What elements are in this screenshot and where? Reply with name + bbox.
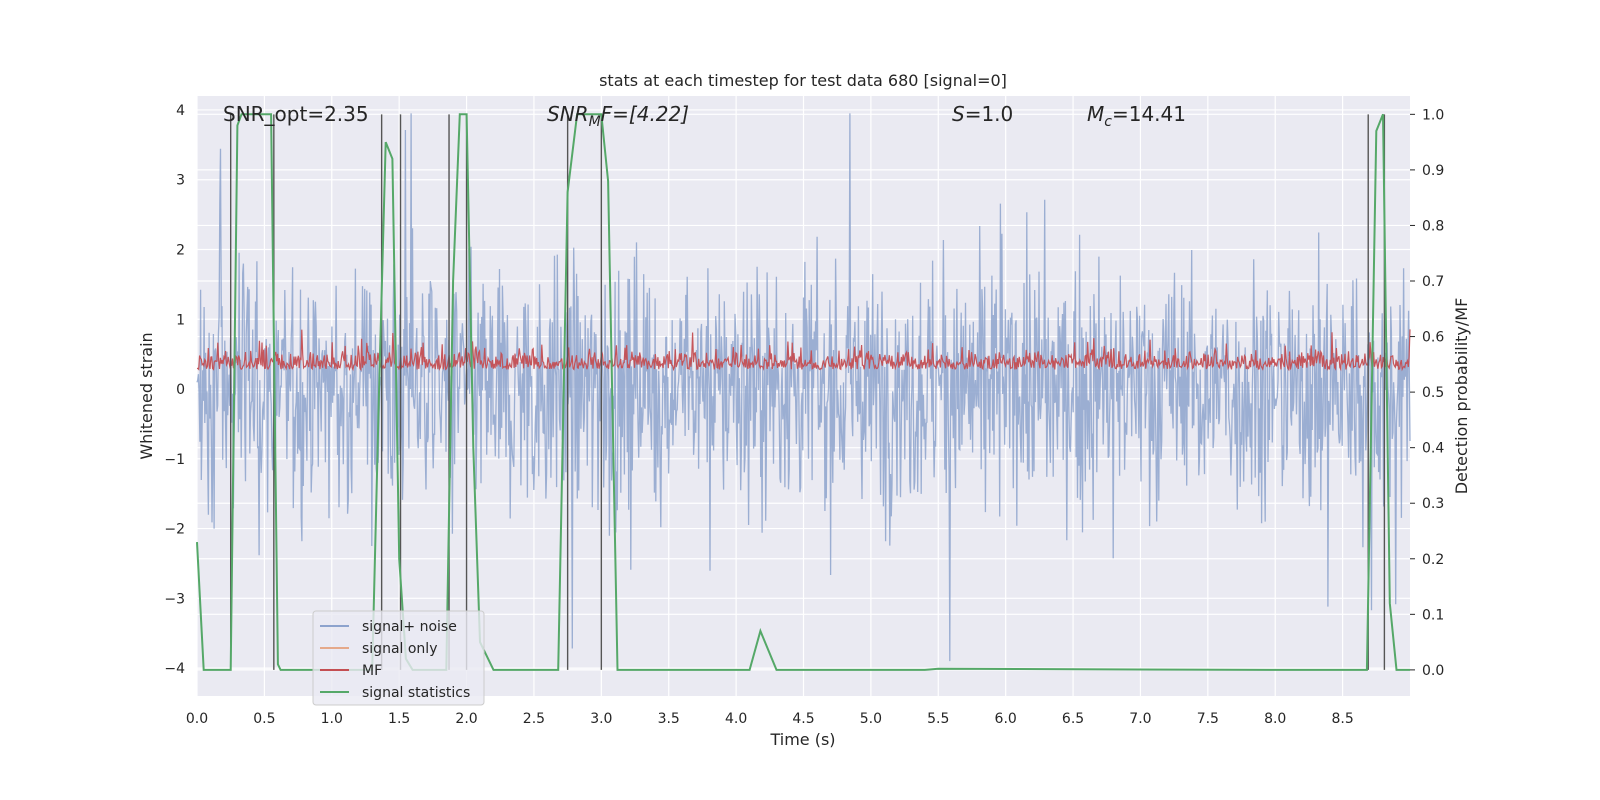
y2-axis-label: Detection probability/MF: [1452, 298, 1471, 495]
y2-tick-label: 0.1: [1422, 607, 1444, 623]
x-tick-label: 5.0: [860, 711, 882, 727]
x-tick-label: 0.5: [253, 711, 275, 727]
x-tick-label: 6.5: [1062, 711, 1084, 727]
x-tick-label: 4.0: [725, 711, 747, 727]
signal-noise-series: [196, 113, 1411, 662]
annotation-s-rest: =1.0: [965, 102, 1014, 126]
x-tick-label: 5.5: [927, 711, 949, 727]
annotation-mc: Mc=14.41: [1087, 102, 1186, 130]
x-tick-label: 8.5: [1331, 711, 1353, 727]
annotation-snr-mf: SNRMF=[4.22]: [547, 102, 689, 130]
x-tick-label: 7.5: [1197, 711, 1219, 727]
x-tick-label: 0.0: [186, 711, 208, 727]
y-tick-label: 4: [176, 103, 185, 119]
annotation-s-var: S: [952, 102, 965, 126]
annotation-snr-mf-sub: M: [589, 114, 601, 130]
annotation-snr-mf-var: SNR: [547, 102, 589, 126]
annotation-snr-mf-rest: F=[4.22]: [601, 102, 689, 126]
x-tick-label: 1.5: [388, 711, 410, 727]
y2-tick-label: 0.6: [1422, 330, 1444, 346]
y2-axis-ticks: 1.0 0.9 0.8 0.7 0.6 0.5 0.4 0.3 0.2 0.1 0.0: [1410, 107, 1444, 679]
legend-label: signal only: [362, 641, 437, 657]
y-tick-label: −1: [164, 452, 185, 468]
x-tick-label: 4.5: [792, 711, 814, 727]
y2-tick-label: 0.5: [1422, 385, 1444, 401]
legend-box: [312, 610, 485, 706]
y2-tick-label: 0.2: [1422, 552, 1444, 568]
legend-label: MF: [362, 663, 382, 679]
y-tick-label: −2: [164, 522, 185, 538]
mf-series: [196, 329, 1411, 372]
y2-tick-label: 0.7: [1422, 274, 1444, 290]
y2-tick-label: 0.4: [1422, 441, 1444, 457]
y-tick-label: 3: [176, 173, 185, 189]
x-tick-label: 1.0: [321, 711, 343, 727]
y-axis-ticks: 4 3 2 1 0 −1 −2 −3 −4: [164, 103, 185, 677]
x-tick-label: 2.5: [523, 711, 545, 727]
x-tick-label: 3.0: [590, 711, 612, 727]
y2-tick-label: 1.0: [1422, 107, 1444, 123]
y-axis-label: Whitened strain: [137, 332, 156, 459]
annotation-mc-var: M: [1087, 102, 1104, 126]
legend-label: signal statistics: [362, 685, 470, 701]
annotation-s: S=1.0: [952, 102, 1013, 126]
annotation-snr-opt: SNR_opt=2.35: [223, 102, 369, 126]
x-tick-label: 2.0: [455, 711, 477, 727]
y2-tick-label: 0.3: [1422, 496, 1444, 512]
annotation-mc-sub: c: [1104, 114, 1112, 130]
y-tick-label: −4: [164, 661, 185, 677]
annotation-mc-rest: =14.41: [1112, 102, 1186, 126]
chart-title: stats at each timestep for test data 680…: [599, 71, 1007, 90]
y2-tick-label: 0.0: [1422, 663, 1444, 679]
y-tick-label: 2: [176, 242, 185, 258]
x-tick-label: 3.5: [658, 711, 680, 727]
x-tick-label: 7.0: [1129, 711, 1151, 727]
x-axis-label: Time (s): [769, 730, 835, 749]
y2-tick-label: 0.9: [1422, 163, 1444, 179]
y-tick-label: 1: [176, 312, 185, 328]
x-tick-label: 8.0: [1264, 711, 1286, 727]
y-tick-label: −3: [164, 591, 185, 607]
x-axis-ticks: 0.0 0.5 1.0 1.5 2.0 2.5 3.0 3.5 4.0 4.5 5.0 5.5 6.0 6…: [186, 711, 1354, 727]
legend: signal+ noise signal only MF signal statist…: [312, 610, 485, 706]
y-tick-label: 0: [176, 382, 185, 398]
y2-tick-label: 0.8: [1422, 218, 1444, 234]
signal-noise-line: [196, 113, 1411, 662]
legend-label: signal+ noise: [362, 619, 457, 635]
x-tick-label: 6.0: [995, 711, 1017, 727]
mf-line: [196, 329, 1411, 372]
